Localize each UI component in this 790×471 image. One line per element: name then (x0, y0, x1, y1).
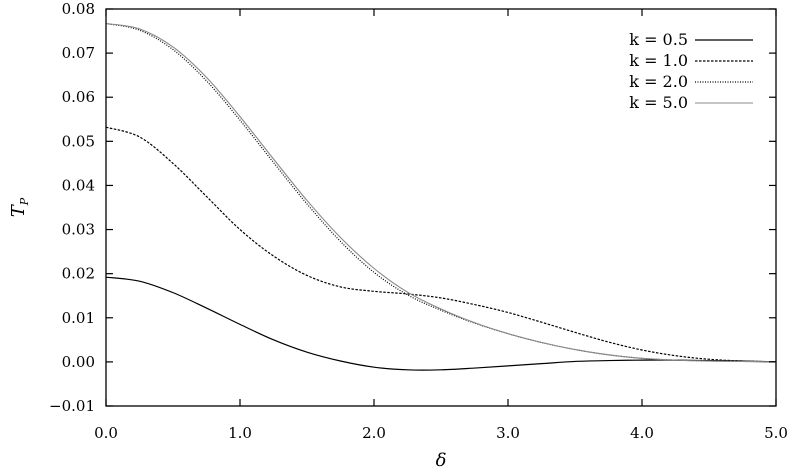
y-tick-label: 0.03 (62, 221, 95, 239)
series-line-k-5-0 (105, 23, 777, 363)
legend: k = 0.5 k = 1.0 k = 2.0 k = 5.0 (629, 30, 753, 112)
legend-label-k-0-5: k = 0.5 (629, 30, 688, 49)
legend-label-k-2-0: k = 2.0 (629, 72, 688, 91)
y-tick-label: 0.01 (62, 309, 95, 327)
y-tick-label: 0.07 (62, 44, 95, 62)
x-tick-label: 1.0 (228, 424, 252, 442)
ticks-layer: 0.0 1.0 2.0 3.0 4.0 5.0 −0.01 0.00 0.01 0.02 0.03 0… (49, 0, 788, 442)
legend-label-k-1-0: k = 1.0 (629, 51, 688, 70)
y-tick-label: 0.00 (62, 353, 95, 371)
x-tick-label: 3.0 (496, 424, 520, 442)
legend-label-k-5-0: k = 5.0 (629, 93, 688, 112)
y-tick-label: 0.08 (62, 0, 95, 18)
y-tick-label: 0.04 (62, 176, 95, 194)
y-tick-label: 0.02 (62, 265, 95, 283)
y-axis-label-main: T (8, 203, 29, 217)
x-tick-label: 5.0 (764, 424, 788, 442)
y-tick-label: −0.01 (49, 397, 95, 415)
x-tick-label: 2.0 (362, 424, 386, 442)
y-axis-label-subscript: P (18, 197, 31, 206)
series-layer (105, 22, 777, 371)
y-tick-label: 0.05 (62, 132, 95, 150)
x-tick-label: 0.0 (94, 424, 118, 442)
series-line-k-0-5 (105, 276, 777, 371)
y-tick-label: 0.06 (62, 88, 95, 106)
plot-frame (105, 8, 777, 407)
series-line-k-1-0 (105, 126, 777, 363)
x-axis-label: δ (436, 450, 447, 471)
x-tick-label: 4.0 (630, 424, 654, 442)
y-axis-label: TP (8, 197, 31, 217)
